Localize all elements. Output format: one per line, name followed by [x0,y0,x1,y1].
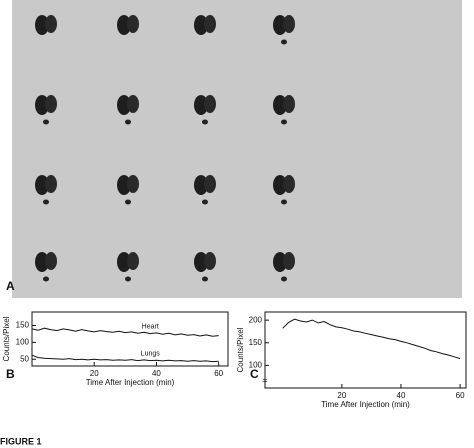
spot [125,119,131,125]
y-tick-label: 100 [16,337,30,346]
heart-blob [204,15,216,33]
spot [43,199,49,205]
heart-blob [273,15,287,35]
heart-blob [204,175,216,193]
spot [281,119,287,125]
panel-label: C [250,367,259,381]
data-line [31,327,219,337]
spot [281,276,287,282]
y-tick-label: 150 [16,321,30,330]
spot [202,276,208,282]
data-line [282,318,461,360]
heart-blob [35,252,49,272]
panel-a-image [12,0,462,298]
heart-blob [127,252,139,270]
panel-label: B [6,367,15,381]
spot [202,199,208,205]
heart-blob [273,252,287,272]
heart-blob [194,95,208,115]
heart-blob [45,175,57,193]
spot [43,119,49,125]
x-axis-label: Time After Injection (min) [321,400,410,409]
heart-blob [204,252,216,270]
spot [281,39,287,45]
heart-blob [117,95,131,115]
axes-frame [31,311,229,367]
heart-blob [35,95,49,115]
spot [43,276,49,282]
x-tick-label: 40 [152,369,161,378]
heart-blob [127,15,139,33]
series-label: Heart [142,323,159,330]
y-axis-label: Counts/Pixel [236,327,245,372]
heart-blob [45,95,57,113]
x-tick-label: 40 [397,391,406,400]
heart-blob [283,95,295,113]
heart-blob [283,15,295,33]
heart-blob [283,175,295,193]
y-axis-label: Counts/Pixel [2,316,11,361]
heart-blob [194,252,208,272]
x-tick-label: 60 [214,369,223,378]
spot [202,119,208,125]
y-tick-label: 200 [249,315,263,324]
axis-break: ≈ [263,375,268,385]
y-tick-label: 150 [249,338,263,347]
spot [281,199,287,205]
heart-blob [45,252,57,270]
series-label: Lungs [141,350,161,357]
heart-blob [283,252,295,270]
spot [125,276,131,282]
data-line [31,354,219,363]
axes-frame [264,311,467,389]
heart-blob [273,175,287,195]
panel-label: A [6,279,15,293]
y-tick-label: 100 [249,360,263,369]
heart-blob [35,175,49,195]
heart-blob [127,175,139,193]
x-tick-label: 60 [456,391,465,400]
scan-grid [35,15,295,282]
x-tick-label: 20 [337,391,346,400]
heart-blob [117,175,131,195]
heart-blob [45,15,57,33]
y-tick-label: 50 [20,354,29,363]
heart-blob [117,15,131,35]
x-axis-label: Time After Injection (min) [86,378,175,387]
heart-blob [117,252,131,272]
x-tick-label: 20 [90,369,99,378]
heart-blob [35,15,49,35]
heart-blob [194,175,208,195]
heart-blob [194,15,208,35]
spot [125,199,131,205]
heart-blob [127,95,139,113]
heart-blob [204,95,216,113]
heart-blob [273,95,287,115]
caption: FIGURE 1 [0,436,42,446]
